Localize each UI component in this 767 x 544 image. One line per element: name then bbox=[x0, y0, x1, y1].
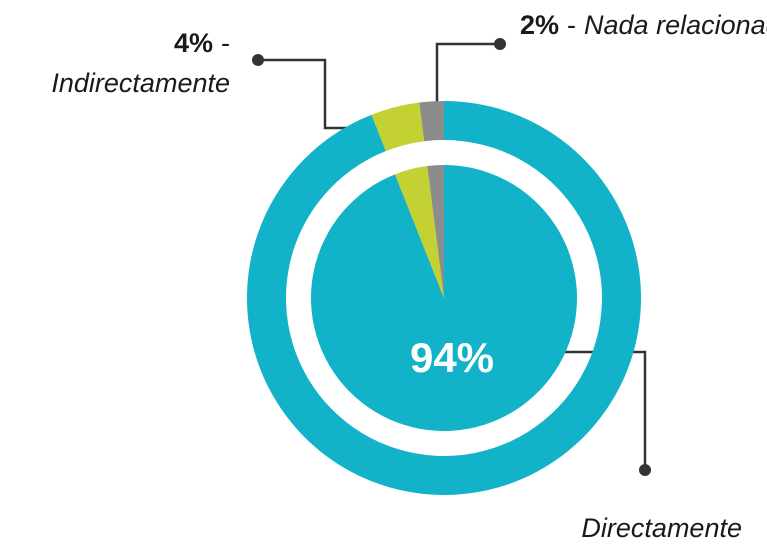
category-label: Indirectamente bbox=[51, 68, 230, 98]
wedges bbox=[246, 101, 641, 495]
value-label: 2% bbox=[520, 10, 559, 40]
ring-wedge bbox=[419, 101, 444, 142]
leader-line bbox=[258, 58, 378, 130]
leader-dot bbox=[494, 38, 506, 50]
leader-dot bbox=[639, 464, 651, 476]
pie-wedge bbox=[395, 166, 444, 298]
separator: - bbox=[567, 10, 576, 40]
category-label: Nada relacionado bbox=[584, 10, 767, 40]
value-label: 4% bbox=[174, 28, 213, 58]
category-label: Directamente bbox=[581, 513, 742, 543]
label: 4% - bbox=[174, 28, 230, 58]
separator: - bbox=[221, 28, 230, 58]
pie-wedge bbox=[310, 165, 577, 431]
value-label: 94% bbox=[410, 334, 494, 381]
leader-line bbox=[435, 42, 500, 128]
ring-wedge bbox=[371, 102, 425, 152]
label: 2%-Nada relacionado bbox=[520, 10, 767, 40]
leader-dot bbox=[252, 54, 264, 66]
pie-wedge bbox=[427, 165, 444, 298]
